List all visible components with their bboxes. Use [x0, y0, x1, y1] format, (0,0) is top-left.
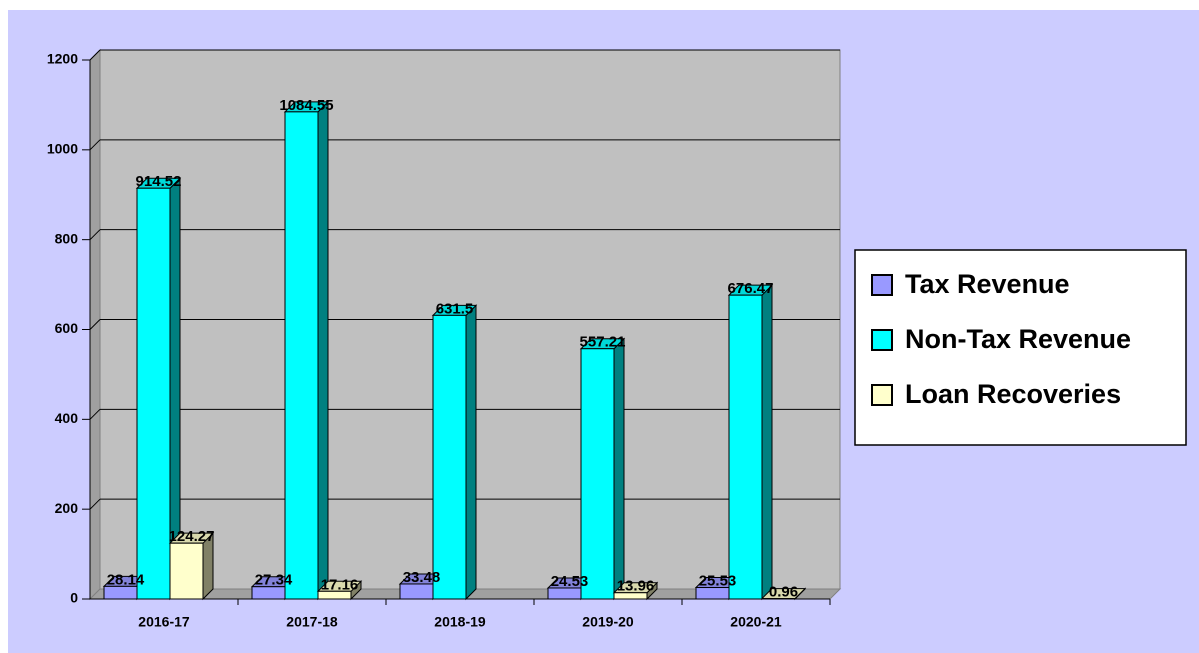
- value-label: 557.21: [580, 334, 626, 351]
- grid-line: [89, 498, 101, 510]
- x-tick-label: 2018-19: [434, 614, 486, 630]
- y-tick-label: 0: [70, 590, 78, 606]
- value-label: 24.53: [551, 573, 589, 590]
- y-tick-label: 1000: [47, 141, 78, 157]
- bar: [136, 187, 171, 600]
- bar: [284, 111, 319, 600]
- y-tick-label: 400: [55, 410, 79, 426]
- value-label: 1084.55: [279, 97, 333, 114]
- value-label: 124.27: [169, 528, 215, 545]
- value-label: 13.96: [617, 578, 655, 595]
- bar-side: [761, 283, 773, 601]
- bar: [613, 592, 648, 600]
- value-label: 33.48: [403, 569, 441, 586]
- x-tick-label: 2019-20: [582, 614, 634, 630]
- bar: [580, 348, 615, 600]
- value-label: 676.47: [728, 280, 774, 297]
- y-tick-label: 600: [55, 320, 79, 336]
- legend-swatch: [871, 384, 893, 406]
- legend-label: Non-Tax Revenue: [905, 324, 1131, 354]
- x-tick-label: 2017-18: [286, 614, 338, 630]
- bar-side: [613, 337, 625, 601]
- value-label: 27.34: [255, 572, 293, 589]
- grid-line: [89, 408, 101, 420]
- bar: [317, 590, 352, 600]
- grid-line: [89, 49, 101, 61]
- bar: [432, 314, 467, 600]
- y-tick-label: 200: [55, 500, 79, 516]
- value-label: 17.16: [321, 576, 359, 593]
- bar: [399, 583, 434, 600]
- bar-side: [317, 100, 329, 601]
- legend-box: [854, 249, 1187, 446]
- grid-line: [89, 229, 101, 241]
- legend-swatch: [871, 329, 893, 351]
- bar: [169, 542, 204, 600]
- x-tick-label: 2020-21: [730, 614, 782, 630]
- x-tick-label: 2016-17: [138, 614, 190, 630]
- value-label: 28.14: [107, 571, 145, 588]
- legend-swatch: [871, 274, 893, 296]
- bar: [728, 294, 763, 600]
- value-label: 914.52: [136, 173, 182, 190]
- value-label: 25.53: [699, 573, 737, 590]
- value-label: 631.5: [436, 300, 474, 317]
- y-tick-label: 1200: [47, 51, 78, 67]
- grid-line: [89, 319, 101, 330]
- y-tick-label: 800: [55, 230, 79, 246]
- value-label: 0.96: [769, 584, 798, 601]
- legend-label: Tax Revenue: [905, 269, 1070, 299]
- bar-side: [465, 304, 477, 601]
- grid-line: [89, 139, 101, 151]
- legend-label: Loan Recoveries: [905, 379, 1121, 409]
